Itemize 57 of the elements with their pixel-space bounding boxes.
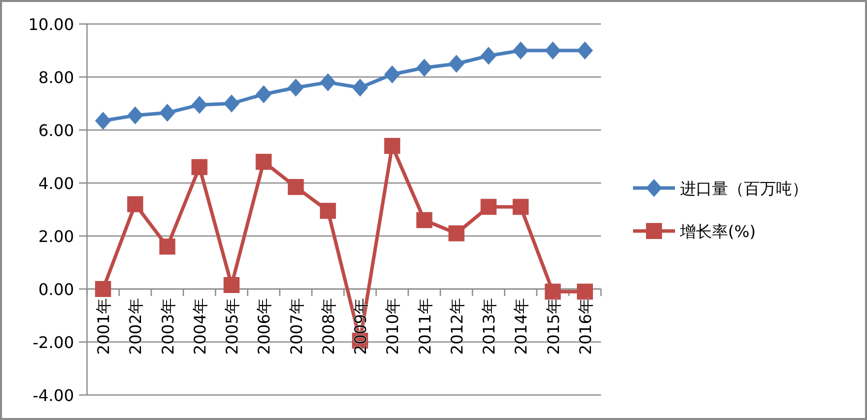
point [544, 284, 561, 300]
point [159, 104, 176, 122]
y-tick-label: 0.00 [38, 280, 74, 299]
point [416, 212, 432, 228]
point [448, 54, 464, 73]
point [159, 238, 176, 255]
point [416, 58, 432, 77]
point [512, 198, 529, 215]
point [256, 154, 272, 170]
point [191, 159, 208, 176]
x-tick-label: 2002年 [126, 298, 146, 355]
point [288, 78, 304, 97]
y-tick-label: -2.00 [32, 333, 74, 352]
point [288, 178, 304, 195]
point [512, 42, 529, 60]
x-tick-label: 2008年 [318, 298, 338, 355]
point [384, 138, 400, 154]
point [480, 198, 497, 215]
x-tick-label: 2016年 [576, 298, 595, 355]
x-tick-label: 2005年 [222, 298, 242, 355]
x-tick-label: 2009年 [351, 298, 370, 355]
point [544, 42, 561, 60]
x-tick-label: 2007年 [286, 298, 306, 355]
x-tick-label: 2014年 [512, 298, 531, 355]
point [224, 94, 240, 112]
point [127, 196, 144, 212]
point [191, 96, 208, 114]
x-tick-label: 2013年 [480, 298, 499, 355]
x-tick-label: 2003年 [158, 298, 178, 355]
y-tick-label: 6.00 [38, 121, 74, 140]
point [95, 281, 112, 297]
point [320, 73, 336, 92]
point [256, 85, 272, 104]
point [384, 65, 400, 84]
y-tick-label: 10.00 [28, 15, 74, 34]
x-tick-label: 2011年 [415, 298, 434, 355]
x-tick-label: 2004年 [190, 298, 210, 355]
point [320, 202, 336, 219]
point [576, 42, 593, 60]
legend-label: 进口量（百万吨） [680, 179, 808, 198]
point [480, 46, 497, 65]
y-tick-label: -4.00 [32, 386, 74, 405]
x-tick-label: 2015年 [544, 298, 563, 355]
x-tick-label: 2006年 [254, 298, 274, 355]
y-tick-label: 2.00 [38, 227, 74, 246]
legend-label: 增长率(%) [679, 222, 756, 241]
x-tick-label: 2012年 [447, 298, 466, 355]
y-tick-label: 8.00 [38, 68, 74, 87]
point [95, 112, 112, 130]
x-tick-label: 2001年 [94, 298, 114, 355]
y-tick-label: 4.00 [38, 174, 74, 193]
x-tick-label: 2010年 [383, 298, 402, 355]
point [576, 284, 593, 300]
point [448, 225, 464, 242]
point [352, 78, 368, 97]
point [127, 106, 144, 124]
point [224, 277, 240, 294]
